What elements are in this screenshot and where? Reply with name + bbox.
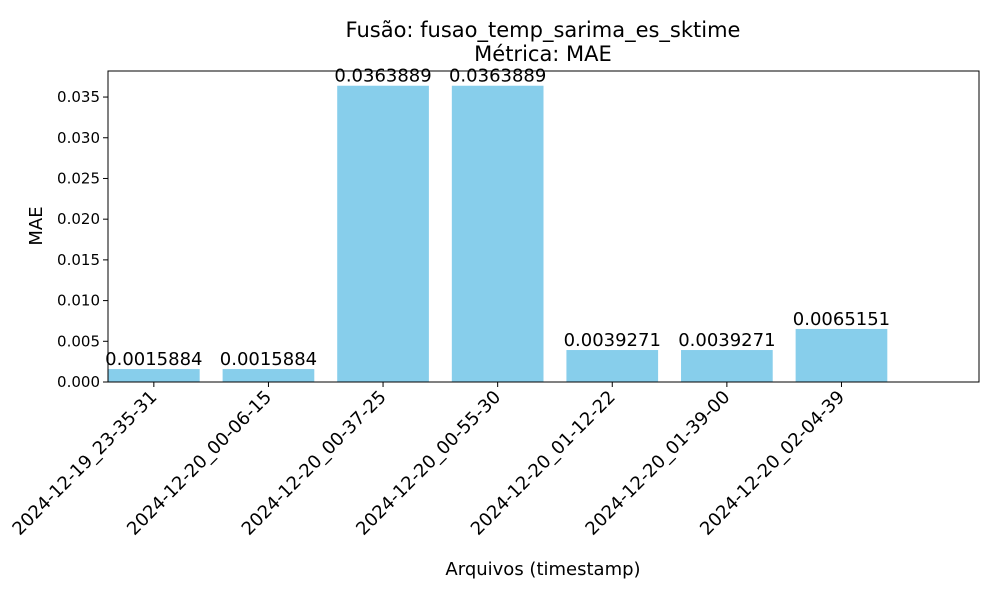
bar-3 <box>337 85 429 383</box>
y-tick-label-4: 0.015 <box>57 251 100 269</box>
y-axis-label: MAE <box>26 206 47 245</box>
y-tick-label-7: 0.030 <box>57 129 100 147</box>
y-tick-label-3: 0.010 <box>57 292 100 310</box>
x-axis-label: Arquivos (timestamp) <box>445 559 640 580</box>
plot-frame <box>107 70 980 383</box>
bar-4 <box>451 85 544 383</box>
bar-2 <box>222 369 315 382</box>
bar-5 <box>566 350 659 382</box>
bar-value-label-6: 0.0039271 <box>678 330 775 351</box>
bar-value-label-1: 0.0015884 <box>105 349 202 370</box>
bar-7 <box>795 328 888 382</box>
y-tick-label-6: 0.025 <box>57 169 100 187</box>
chart-title: Fusão: fusao_temp_sarima_es_sktime <box>346 18 741 43</box>
bar-value-label-4: 0.0363889 <box>449 66 546 87</box>
y-tick-label-5: 0.020 <box>57 210 100 228</box>
bar-value-label-3: 0.0363889 <box>334 66 431 87</box>
bar-value-label-2: 0.0015884 <box>220 349 317 370</box>
bar-1 <box>108 369 200 382</box>
y-tick-label-2: 0.005 <box>57 332 100 350</box>
bar-value-label-7: 0.0065151 <box>793 309 890 330</box>
y-tick-label-8: 0.035 <box>57 88 100 106</box>
plot-area: 0.0015884 0.0015884 0.0363889 0.0363889 0.00… <box>8 66 980 540</box>
y-tick-label-1: 0.000 <box>57 373 100 391</box>
chart-title-group: Fusão: fusao_temp_sarima_es_sktime Métri… <box>346 18 741 66</box>
bar-value-label-5: 0.0039271 <box>564 330 661 351</box>
bar-6 <box>681 350 773 382</box>
chart-subtitle: Métrica: MAE <box>474 42 612 66</box>
